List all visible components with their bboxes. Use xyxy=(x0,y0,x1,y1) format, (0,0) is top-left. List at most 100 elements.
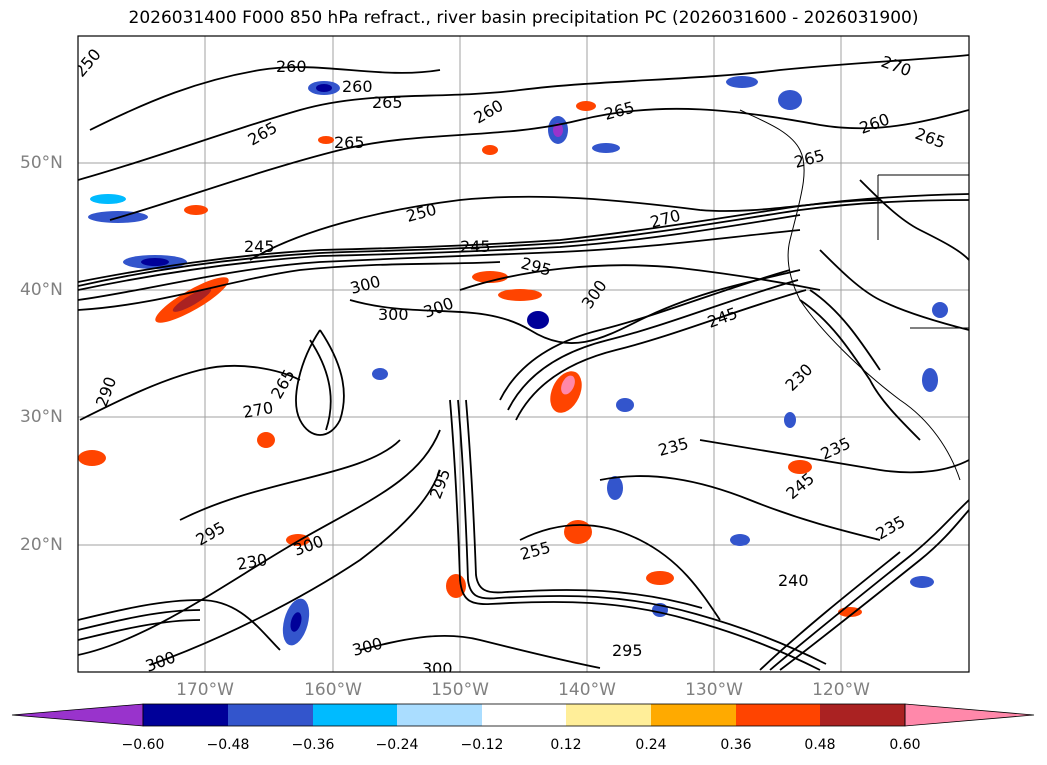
colorbar-tick-label: 0.60 xyxy=(889,737,921,753)
contour-line xyxy=(295,329,345,436)
precip-blob xyxy=(172,288,212,312)
precip-blob xyxy=(318,136,334,144)
contour-label: 265 xyxy=(334,133,365,152)
colorbar-bin xyxy=(313,704,397,726)
contour-label: 245 xyxy=(244,237,275,256)
colorbar-tick-label: 0.12 xyxy=(550,737,582,753)
contour-label: 245 xyxy=(460,237,491,256)
contour-line xyxy=(149,469,441,666)
precip-blob xyxy=(90,194,126,204)
colorbar-tick-label: −0.60 xyxy=(121,737,165,753)
contour-line xyxy=(457,399,827,665)
precip-blob xyxy=(646,571,674,585)
precip-blob xyxy=(446,574,466,598)
precip-blob xyxy=(316,84,332,92)
contour-line xyxy=(819,249,969,331)
contour-line xyxy=(699,439,969,474)
contour-line xyxy=(599,475,881,541)
precip-blob xyxy=(257,432,275,448)
precip-blob xyxy=(184,205,208,215)
precip-blob xyxy=(730,534,750,546)
precip-blob xyxy=(498,289,542,301)
contour-line xyxy=(109,107,969,221)
contour-line xyxy=(359,635,601,669)
precip-blob xyxy=(527,311,549,329)
colorbar-bin xyxy=(228,704,313,726)
contour-line xyxy=(309,339,332,431)
contour-line xyxy=(78,429,441,656)
precip-blob xyxy=(910,576,934,588)
contour-line xyxy=(79,364,301,421)
contour-line xyxy=(759,551,901,671)
contours xyxy=(78,54,969,671)
contour-line xyxy=(449,399,821,671)
contour-line xyxy=(799,299,921,441)
precip-blob xyxy=(564,520,592,544)
colorbar-bin xyxy=(566,704,651,726)
lat-label: 30°N xyxy=(20,407,63,427)
contour-label: 240 xyxy=(778,571,809,590)
contour-line xyxy=(78,609,201,631)
contour-line xyxy=(78,54,969,181)
lon-label: 120°W xyxy=(812,680,870,700)
contour-label: 265 xyxy=(372,93,403,112)
precip-blob xyxy=(372,368,388,380)
contour-line xyxy=(507,279,799,411)
colorbar-bin xyxy=(482,704,566,726)
precip-blob xyxy=(932,302,948,318)
contour-label: 300 xyxy=(378,305,409,324)
contour-label: 295 xyxy=(612,641,643,660)
contour-line xyxy=(779,509,969,671)
lat-label: 20°N xyxy=(20,535,63,555)
precip-blob xyxy=(726,76,758,88)
lon-label: 150°W xyxy=(431,680,489,700)
lon-label: 140°W xyxy=(558,680,616,700)
contour-label: 300 xyxy=(422,659,453,678)
precip-blob xyxy=(553,123,563,137)
precip-blob xyxy=(576,101,596,111)
lon-label: 170°W xyxy=(176,680,234,700)
colorbar-tick-label: −0.36 xyxy=(291,737,335,753)
contour-line xyxy=(519,524,721,621)
contour-line xyxy=(249,195,881,261)
map-frame xyxy=(77,35,970,673)
colorbar-tick-label: −0.24 xyxy=(375,737,419,753)
contour-line xyxy=(499,269,791,401)
precip-blob xyxy=(778,90,802,110)
colorbar-tick-label: 0.48 xyxy=(804,737,836,753)
contour-line xyxy=(769,499,969,671)
precip-blob xyxy=(616,398,634,412)
lon-label: 160°W xyxy=(304,680,362,700)
contour-line xyxy=(859,179,969,261)
colorbar-arrow-max xyxy=(904,703,1035,727)
contour-line xyxy=(78,261,501,311)
precip-blob xyxy=(561,375,575,395)
precip-blob xyxy=(788,460,812,474)
contour-line xyxy=(78,619,201,641)
precip-blob xyxy=(784,412,796,428)
map-title: 2026031400 F000 850 hPa refract., river … xyxy=(128,8,919,28)
contour-label: 260 xyxy=(342,77,373,96)
colorbar-bin xyxy=(397,704,482,726)
colorbar-tick-label: −0.48 xyxy=(206,737,250,753)
contour-line xyxy=(89,66,441,131)
colorbar-frame xyxy=(142,703,906,727)
contour-line xyxy=(465,399,703,609)
colorbar-tick-label: 0.36 xyxy=(720,737,752,753)
contour-line xyxy=(809,289,881,371)
precip-blob xyxy=(290,612,302,632)
lat-label: 50°N xyxy=(20,153,63,173)
contour-line xyxy=(179,439,401,521)
contour-line xyxy=(78,214,801,291)
precip-blob xyxy=(922,368,938,392)
contour-line xyxy=(349,269,801,344)
precip-blob xyxy=(141,258,169,266)
precip-blob xyxy=(607,476,623,500)
colorbar-bin xyxy=(736,704,820,726)
map-background xyxy=(78,36,969,672)
coast-line xyxy=(739,109,961,481)
colorbar-tick-label: −0.12 xyxy=(460,737,504,753)
colorbar-bin xyxy=(651,704,736,726)
lat-label: 40°N xyxy=(20,280,63,300)
